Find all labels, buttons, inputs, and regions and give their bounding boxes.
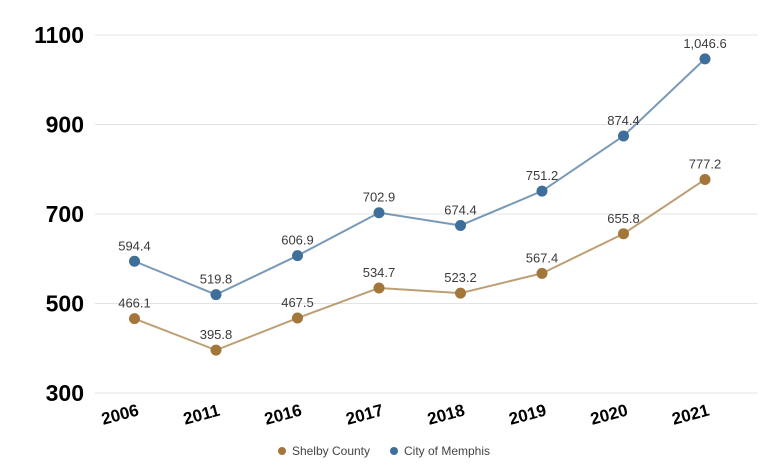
data-point-label: 777.2 [689,156,722,171]
legend-marker-shelby-county-icon [277,447,286,455]
data-point-marker [618,228,629,240]
y-axis-tick-label: 1100 [34,22,84,48]
data-point-label: 655.8 [607,211,640,226]
x-axis-tick-label: 2021 [670,401,711,429]
legend-marker-city-of-memphis-icon [390,447,398,455]
data-point-label: 606.9 [281,233,314,248]
data-point-label: 466.1 [118,296,151,311]
series-line [133,178,706,352]
x-axis-tick-label: 2017 [344,401,385,429]
data-point-label: 523.2 [444,270,477,285]
data-point-marker [373,282,385,294]
y-axis-tick-label: 700 [46,201,84,227]
data-point-marker [292,250,303,262]
data-point-marker [210,344,222,356]
data-point-label: 395.8 [200,327,233,342]
data-point-label: 594.4 [118,238,151,253]
data-point-label: 674.4 [444,202,477,217]
legend-item-shelby-county[interactable]: Shelby County [277,444,370,458]
y-axis-tick-label: 900 [46,112,84,138]
legend-label-city-of-memphis: City of Memphis [404,444,491,458]
legend-item-city-of-memphis[interactable]: City of Memphis [390,444,490,458]
x-axis-tick-label: 2019 [507,401,548,429]
data-point-label: 519.8 [200,272,233,287]
legend: Shelby County City of Memphis [0,444,768,458]
x-axis-tick-label: 2006 [99,401,140,429]
data-point-marker [210,289,222,301]
data-point-label: 467.5 [281,295,314,310]
data-point-marker [373,207,385,219]
data-point-marker [455,287,466,299]
data-point-label: 702.9 [363,190,396,205]
data-point-marker [292,312,303,324]
data-point-marker [699,173,711,185]
data-point-marker [129,255,140,267]
legend-label-shelby-county: Shelby County [291,444,370,458]
data-point-label: 534.7 [363,265,396,280]
x-axis-tick-label: 2018 [425,401,466,429]
x-axis-tick-label: 2011 [181,401,222,429]
x-axis-tick-label: 2016 [262,401,303,429]
x-axis-tick-label: 2020 [588,401,629,429]
y-axis-tick-label: 500 [46,291,84,317]
series-line [133,57,706,296]
data-point-marker [536,267,548,279]
data-point-marker [129,313,140,325]
y-axis-tick-label: 300 [46,380,84,406]
data-point-marker [536,185,548,197]
data-point-label: 751.2 [526,168,559,183]
data-point-marker [699,53,711,65]
data-point-label: 1,046.6 [683,36,726,51]
data-point-label: 567.4 [526,250,559,265]
data-point-marker [455,219,466,231]
data-point-label: 874.4 [607,113,640,128]
data-point-marker [618,130,629,142]
